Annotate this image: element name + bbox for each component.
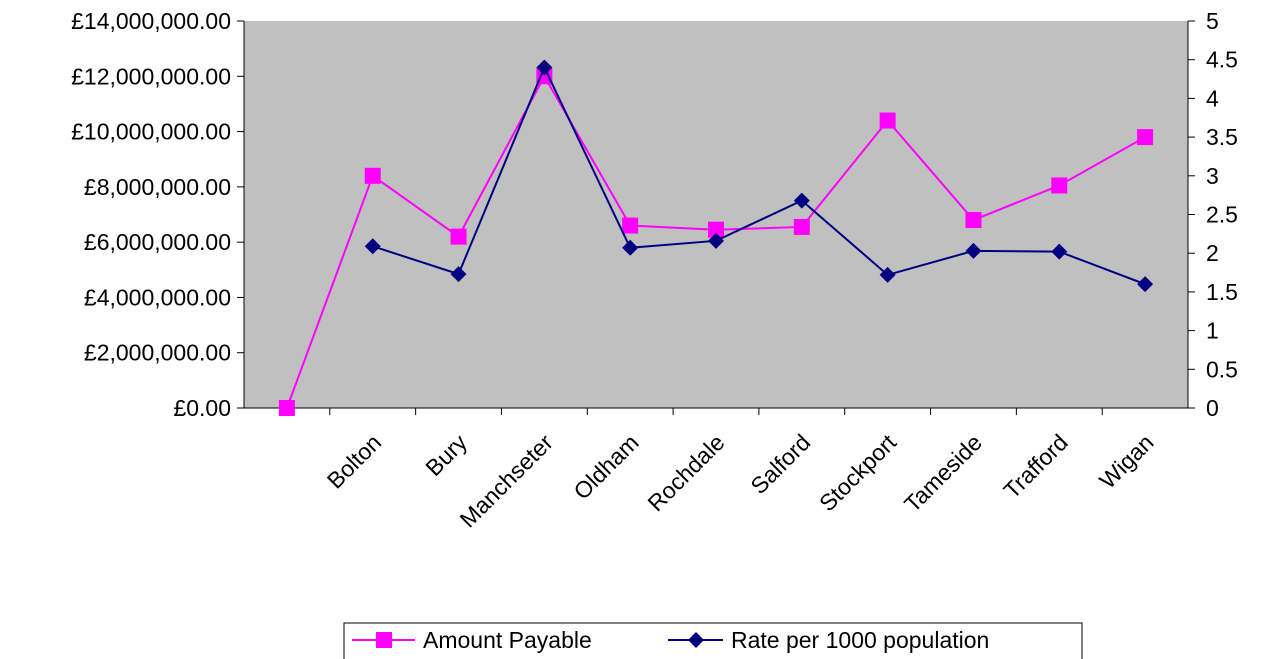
series-layer	[278, 59, 1154, 416]
data-point-amount-payable	[1051, 177, 1068, 194]
legend-label-rate: Rate per 1000 population	[731, 627, 989, 653]
x-tick-label: Trafford	[998, 429, 1072, 503]
data-point-amount-payable	[622, 217, 639, 234]
right-tick-label: 3	[1206, 163, 1219, 189]
left-tick-label: £14,000,000.00	[71, 8, 231, 34]
left-tick-label: £8,000,000.00	[84, 174, 231, 200]
x-tick-label: Wigan	[1094, 429, 1158, 493]
data-point-amount-payable	[708, 221, 724, 238]
legend: Amount Payable Rate per 1000 population	[343, 622, 1083, 659]
legend-label-amount-payable: Amount Payable	[423, 627, 592, 653]
left-tick-label: £4,000,000.00	[84, 284, 231, 310]
series-line-1	[372, 64, 1146, 286]
data-point-amount-payable	[450, 228, 467, 245]
data-point-rate	[879, 266, 896, 283]
data-point-amount-payable	[793, 218, 810, 235]
x-tick-label: Stockport	[814, 429, 902, 517]
data-point-amount-payable	[364, 167, 381, 184]
left-tick-label: £10,000,000.00	[71, 119, 231, 145]
data-point-amount-payable	[536, 68, 553, 85]
data-point-rate	[1051, 243, 1068, 260]
x-tick-label: Salford	[745, 429, 815, 499]
right-tick-label: 4	[1206, 85, 1219, 111]
data-point-rate	[364, 238, 381, 255]
data-point-rate	[1137, 276, 1154, 293]
left-axis-ticks: £0.00 £2,000,000.00 £4,000,000.00 £6,000,00…	[71, 8, 244, 421]
x-tick-label: Bolton	[322, 429, 387, 494]
left-tick-label: £12,000,000.00	[71, 63, 231, 89]
right-tick-label: 2.5	[1206, 202, 1238, 228]
right-tick-label: 5	[1206, 8, 1219, 34]
data-point-rate	[708, 232, 724, 249]
legend-marker-rate	[688, 632, 704, 648]
left-tick-label: £0.00	[173, 395, 231, 421]
right-tick-label: 1	[1206, 318, 1219, 344]
data-point-amount-payable	[965, 212, 982, 229]
right-tick-label: 0.5	[1206, 356, 1238, 382]
right-tick-label: 3.5	[1206, 124, 1238, 150]
data-point-rate	[450, 266, 467, 283]
x-tick-label: Rochdale	[642, 429, 729, 516]
data-point-rate	[622, 239, 639, 256]
x-tick-label: Oldham	[568, 429, 643, 504]
data-point-amount-payable	[278, 400, 295, 416]
data-point-amount-payable	[879, 112, 896, 129]
x-tick-label: Manchseter	[455, 429, 559, 533]
right-tick-label: 1.5	[1206, 279, 1238, 305]
x-tick-label: Tameside	[899, 429, 987, 517]
data-point-rate	[793, 192, 810, 209]
legend-marker-amount-payable	[376, 632, 392, 648]
data-point-rate	[965, 242, 982, 259]
left-tick-label: £2,000,000.00	[84, 340, 231, 366]
data-point-amount-payable	[1137, 129, 1154, 146]
right-axis-ticks: 0 0.5 1 1.5 2 2.5 3 3.5 4 4.5 5	[1188, 8, 1238, 421]
x-tick-label: Bury	[420, 429, 472, 481]
left-tick-label: £6,000,000.00	[84, 229, 231, 255]
plot-area	[244, 21, 1188, 408]
right-tick-label: 4.5	[1206, 47, 1238, 73]
right-tick-label: 2	[1206, 240, 1219, 266]
data-point-rate	[536, 59, 553, 76]
right-tick-label: 0	[1206, 395, 1219, 421]
